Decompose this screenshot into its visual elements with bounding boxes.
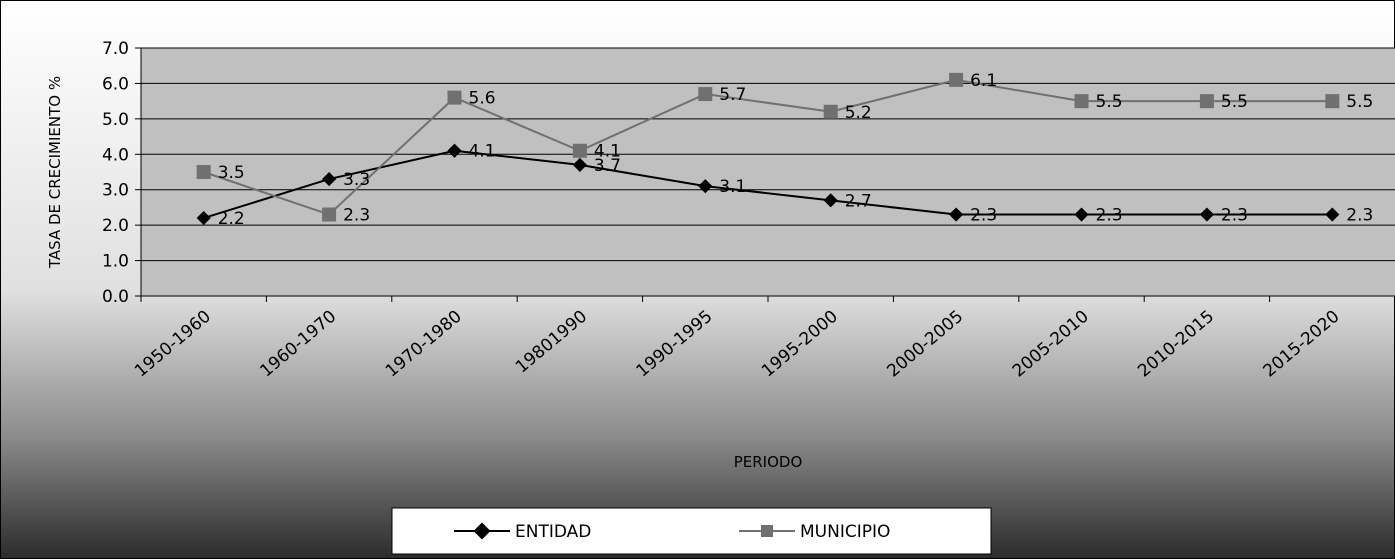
legend-marker-square — [761, 525, 773, 537]
y-tick-label: 4.0 — [102, 145, 129, 165]
data-label: 5.7 — [719, 85, 746, 105]
data-point-entidad — [322, 172, 337, 187]
data-label: 4.1 — [594, 142, 621, 162]
data-point-entidad — [1199, 207, 1214, 222]
y-tick-label: 0.0 — [102, 287, 129, 307]
data-labels: 2.23.34.13.73.12.72.3 2.3 2.3 2.33.52.35.64… — [218, 71, 1374, 229]
legend: ENTIDAD MUNICIPIO — [391, 507, 992, 555]
data-label: 2.3 — [1221, 206, 1248, 226]
series-lines — [203, 78, 1333, 220]
data-point-municipio — [196, 165, 211, 179]
data-label: 3.7 — [594, 156, 621, 176]
data-point-municipio — [1074, 94, 1089, 109]
data-label: 2.3 — [970, 206, 997, 226]
data-point-entidad — [447, 143, 462, 158]
data-point-entidad — [572, 157, 587, 172]
data-label: 3.1 — [719, 177, 746, 197]
data-label: 2.2 — [218, 209, 245, 229]
data-label: 5.5 — [1346, 92, 1373, 112]
data-point-municipio — [322, 207, 337, 222]
data-label: 2.3 — [343, 206, 370, 226]
data-label: 5.2 — [845, 103, 872, 123]
data-point-municipio — [1325, 94, 1340, 109]
y-tick-label: 2.0 — [102, 216, 129, 236]
data-label: 4.1 — [469, 142, 496, 162]
data-label: 2.3 — [1346, 206, 1373, 226]
legend-label-entidad: ENTIDAD — [515, 522, 591, 542]
series-line-municipio — [203, 78, 1333, 216]
y-axis-title: TASA DE CRECIMIENTO % — [46, 76, 64, 269]
data-label: 3.5 — [218, 163, 245, 183]
data-point-entidad — [698, 179, 713, 194]
y-tick-label: 3.0 — [102, 181, 129, 201]
data-label: 2.3 — [1096, 206, 1123, 226]
data-point-municipio — [823, 104, 838, 119]
series-line-entidad — [203, 149, 1333, 220]
gridlines — [141, 47, 1395, 262]
legend-marker-diamond — [473, 522, 491, 540]
y-tick-label: 7.0 — [102, 39, 129, 59]
data-point-municipio — [1199, 94, 1214, 109]
data-point-entidad — [1325, 207, 1340, 222]
data-point-entidad — [949, 207, 964, 222]
x-axis-title: PERIODO — [734, 453, 803, 471]
data-point-entidad — [1074, 207, 1089, 222]
series-markers — [196, 72, 1340, 226]
data-point-municipio — [447, 90, 462, 105]
data-point-entidad — [823, 193, 838, 208]
data-point-municipio — [572, 143, 587, 158]
data-point-entidad — [196, 210, 211, 226]
data-label: 5.5 — [1096, 92, 1123, 112]
y-tick-label: 5.0 — [102, 110, 129, 130]
data-label: 5.5 — [1221, 92, 1248, 112]
data-label: 6.1 — [970, 71, 997, 91]
plot-area — [141, 48, 1395, 296]
data-label: 2.7 — [845, 191, 872, 211]
data-point-municipio — [698, 87, 713, 102]
data-label: 5.6 — [469, 89, 496, 109]
y-tick-label: 6.0 — [102, 74, 129, 94]
legend-label-municipio: MUNICIPIO — [800, 522, 890, 542]
data-point-municipio — [949, 72, 964, 87]
data-label: 3.3 — [343, 170, 370, 190]
y-tick-label: 1.0 — [102, 252, 129, 272]
